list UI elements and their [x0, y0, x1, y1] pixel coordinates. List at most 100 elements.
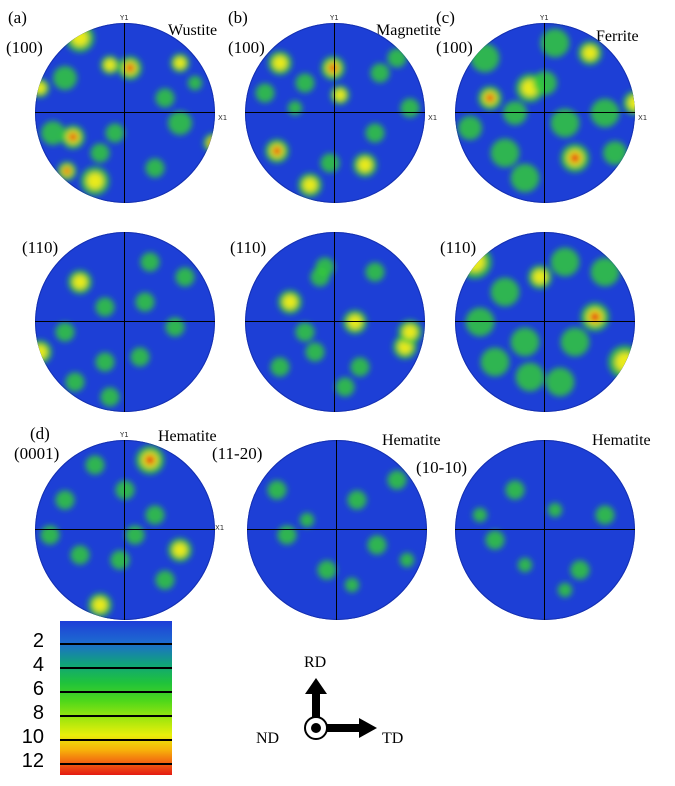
pole-figure-a-110	[35, 232, 215, 412]
density-spot	[95, 352, 115, 372]
density-spot	[295, 322, 315, 342]
axis-label-x1: X1	[218, 114, 228, 122]
density-spot	[510, 327, 540, 357]
density-spot	[347, 490, 367, 510]
phase-label-hematite-3: Hematite	[592, 432, 651, 449]
density-spot	[41, 121, 65, 145]
density-spot	[603, 141, 627, 165]
density-spot	[505, 480, 525, 500]
density-spot	[400, 98, 420, 118]
axis-label-x1: X1	[428, 114, 438, 122]
density-peak	[570, 153, 580, 163]
density-spot	[115, 480, 135, 500]
phase-label-hematite-2: Hematite	[382, 432, 441, 449]
density-spot	[168, 111, 192, 135]
panel-plane-c-100: (100)	[436, 38, 473, 57]
pole-density	[255, 48, 420, 197]
density-spot	[65, 372, 85, 392]
density-spot-core	[73, 275, 87, 289]
panel-plane-b-100: (100)	[228, 38, 265, 57]
panel-plane-d-0001: (0001)	[14, 444, 60, 463]
panel-letter-d: (d)	[30, 424, 50, 443]
panel-plane-10-10: (10-10)	[416, 458, 467, 477]
pole-figure-10-10	[455, 440, 635, 620]
legend-label-10: 10	[21, 726, 44, 748]
phase-label-wustite: Wustite	[168, 22, 218, 39]
density-spot	[277, 525, 297, 545]
density-spot	[547, 502, 563, 518]
density-spot-core	[615, 352, 635, 372]
density-spot	[560, 327, 590, 357]
density-spot	[105, 123, 125, 143]
density-spot-core	[104, 59, 116, 71]
density-spot	[595, 505, 615, 525]
density-spot	[315, 257, 335, 277]
density-spot	[465, 307, 495, 337]
density-spot	[270, 357, 290, 377]
pole-density	[267, 470, 415, 593]
density-spot	[399, 552, 415, 568]
density-spot	[55, 490, 75, 510]
density-spot	[490, 277, 520, 307]
pole-figure-d-0001	[35, 440, 215, 620]
density-spot	[470, 43, 500, 73]
density-peak	[329, 64, 337, 72]
density-spot	[95, 297, 115, 317]
density-spot	[503, 101, 527, 125]
density-spot	[365, 262, 385, 282]
phase-label-hematite-1: Hematite	[158, 428, 217, 445]
pole-density	[35, 252, 195, 407]
density-spot	[515, 362, 545, 392]
density-peak	[69, 133, 77, 141]
density-spot-core	[283, 295, 297, 309]
density-spot	[140, 252, 160, 272]
density-spot-core	[465, 252, 485, 272]
pole-figure-b-110	[245, 232, 425, 412]
density-spot	[480, 347, 510, 377]
density-spot-core	[93, 598, 107, 612]
density-spot	[590, 98, 620, 128]
pole-figure-11-20	[247, 440, 427, 620]
density-spot	[367, 535, 387, 555]
density-spot	[145, 505, 165, 525]
density-spot	[365, 123, 385, 143]
density-spot	[510, 163, 540, 193]
density-spot	[472, 507, 488, 523]
density-spot-core	[174, 57, 186, 69]
density-spot	[320, 153, 340, 173]
pole-figure-a-100	[35, 23, 215, 203]
density-spot-core	[583, 46, 597, 60]
density-spot	[370, 63, 390, 83]
phase-label-magnetite: Magnetite	[376, 22, 441, 39]
density-peak	[126, 64, 134, 72]
panel-plane-a-110: (110)	[22, 238, 59, 257]
density-spot	[350, 357, 370, 377]
density-spot	[85, 455, 105, 475]
density-spot	[295, 73, 315, 93]
panel-letter-c: (c)	[436, 8, 455, 27]
panel-letter-b: (b)	[228, 8, 248, 27]
density-spot-core	[348, 315, 362, 329]
intensity-legend	[60, 621, 172, 775]
pole-density	[35, 23, 215, 196]
panel-plane-11-20: (11-20)	[212, 444, 263, 463]
density-peak	[209, 139, 215, 147]
density-spot	[550, 247, 580, 277]
density-spot	[175, 267, 195, 287]
density-spot	[335, 377, 355, 397]
axis-label-x1: X1	[215, 524, 225, 532]
panel-plane-a-100: (100)	[6, 38, 43, 57]
density-spot	[135, 292, 155, 312]
density-spot-core	[173, 543, 187, 557]
direction-nd: ND	[256, 730, 280, 747]
density-spot	[458, 116, 482, 140]
legend-label-12: 12	[21, 750, 44, 772]
density-spot-core	[86, 172, 104, 190]
density-spot-core	[35, 345, 47, 359]
density-spot-core	[71, 29, 89, 47]
density-spot	[590, 257, 620, 287]
density-spot	[110, 550, 130, 570]
density-spot	[317, 560, 337, 580]
density-spot	[570, 560, 590, 580]
density-spot	[70, 545, 90, 565]
